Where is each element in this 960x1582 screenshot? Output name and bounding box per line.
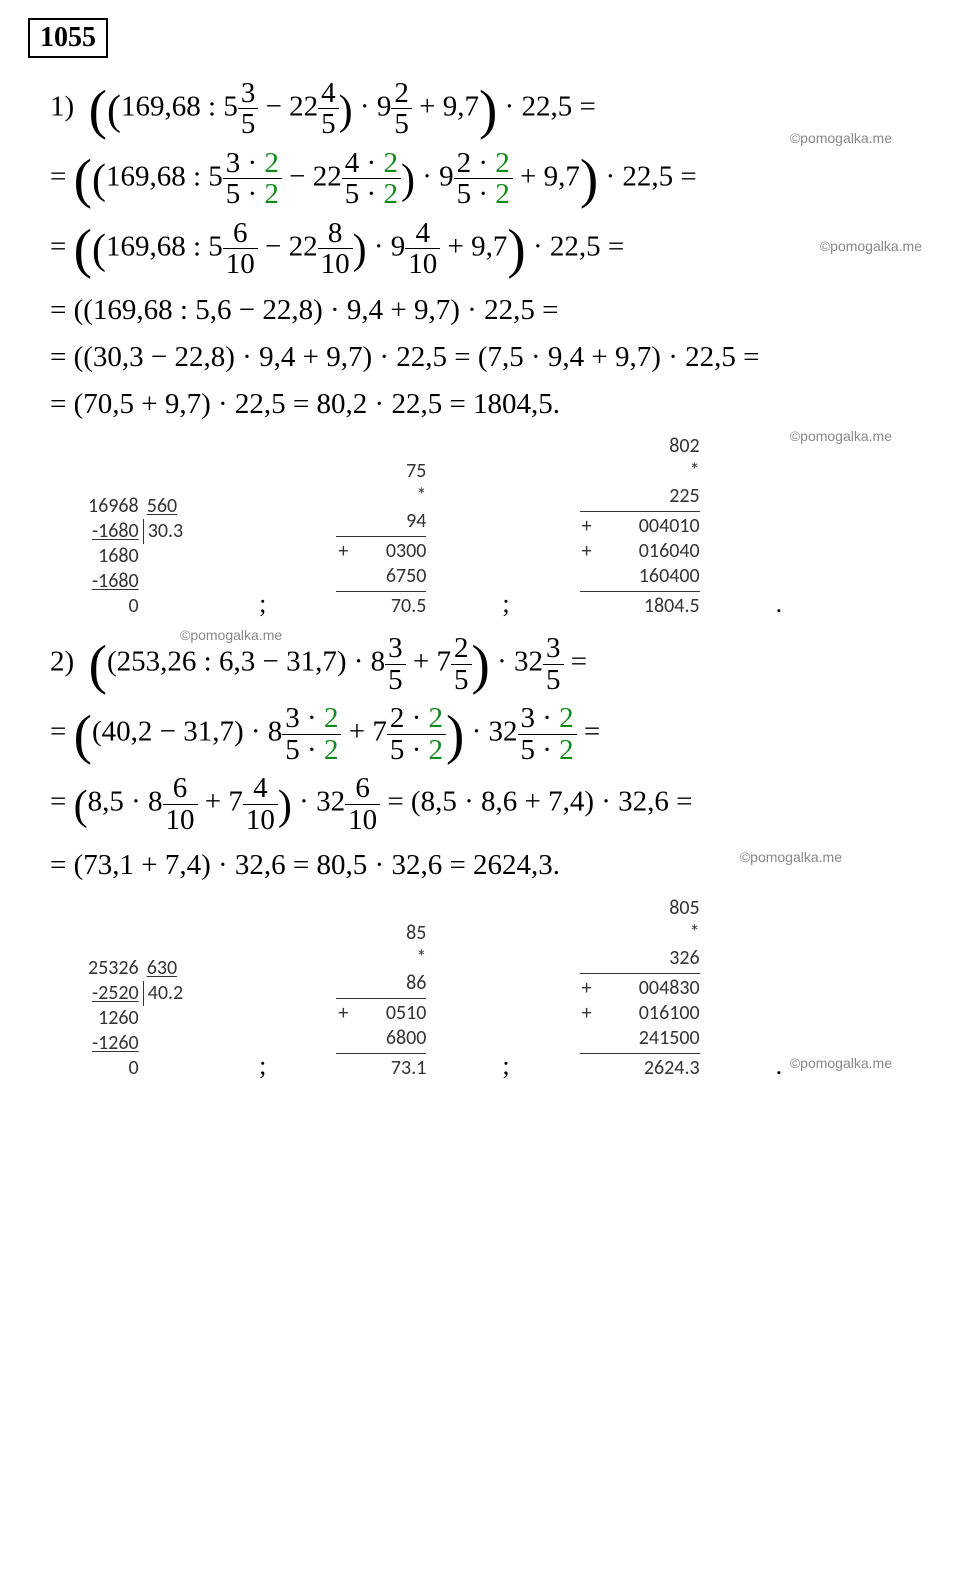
p2-line4: = (73,1 + 7,4) · 32,6 = 80,5 · 32,6 = 26… <box>50 843 932 888</box>
p1-mult1: 75 * 94 +0300 6750 70.5 <box>336 459 426 619</box>
problem-number: 1055 <box>28 18 108 58</box>
watermark: ©pomogalka.me <box>820 236 922 258</box>
p2-mult1: 85 * 86 +0510 6800 73.1 <box>336 921 426 1081</box>
p2-line3: = (8,5 · 8610 + 7410) · 32610 = (8,5 · 8… <box>50 773 932 835</box>
p1-line3: = ((169,68 : 5610 − 22810) · 9410 + 9,7)… <box>50 218 932 280</box>
p1-line1: 1) ((169,68 : 535 − 2245) · 925 + 9,7) ·… <box>50 78 932 140</box>
p2-longdiv: 25326 -2520 1260 -1260 0 630 40.2 <box>88 956 183 1081</box>
p1-mult2: 802 * 225 +004010 +016040 160400 1804.5 <box>580 434 700 619</box>
p2-working: 25326 -2520 1260 -1260 0 630 40.2 ; 85 *… <box>88 896 932 1081</box>
p1-line2: = ((169,68 : 53 · 25 · 2 − 224 · 25 · 2)… <box>50 148 932 210</box>
p1-line5: = ((30,3 − 22,8) · 9,4 + 9,7) · 22,5 = (… <box>50 335 932 380</box>
p2-line2: = ((40,2 − 31,7) · 83 · 25 · 2 + 72 · 25… <box>50 703 932 765</box>
p2-line1: ©pomogalka.me 2) ((253,26 : 6,3 − 31,7) … <box>50 633 932 695</box>
p1-line4: = ((169,68 : 5,6 − 22,8) · 9,4 + 9,7) · … <box>50 288 932 333</box>
watermark: ©pomogalka.me <box>740 847 842 869</box>
p1-longdiv: 16968 -1680 1680 -1680 0 560 30.3 <box>88 494 183 619</box>
watermark: ©pomogalka.me <box>180 625 282 647</box>
p1-line6: = (70,5 + 9,7) · 22,5 = 80,2 · 22,5 = 18… <box>50 382 932 427</box>
p2-mult2: 805 * 326 +004830 +016100 241500 2624.3 <box>580 896 700 1081</box>
watermark: ©pomogalka.me <box>790 128 892 150</box>
p1-working: ©pomogalka.me 16968 -1680 1680 -1680 0 5… <box>88 434 932 619</box>
watermark: ©pomogalka.me <box>790 1055 892 1071</box>
watermark: ©pomogalka.me <box>790 428 892 444</box>
